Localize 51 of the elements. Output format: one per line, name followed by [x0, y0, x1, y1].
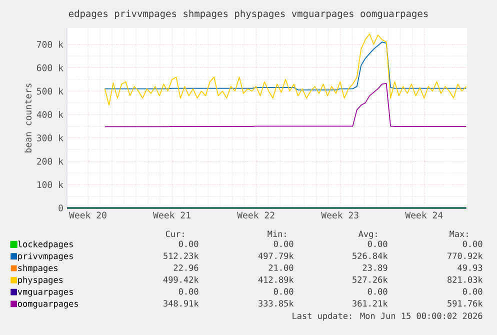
text: 49.93	[458, 264, 482, 271]
text: 770.92k	[448, 252, 483, 260]
x-tick-label: Week 22	[237, 212, 274, 218]
text: 0.00	[178, 288, 198, 295]
text: 22.96	[174, 264, 198, 271]
text: 526.84k	[352, 252, 388, 260]
legend-label: lockedpages	[18, 240, 73, 250]
line-series	[104, 33, 467, 106]
text: Cur:	[166, 230, 184, 238]
y-tick-label: 0	[58, 204, 63, 212]
text: Min:	[268, 230, 286, 237]
text: 361.21k	[352, 300, 388, 307]
text: Avg:	[358, 230, 377, 239]
y-tick-label: 100 k	[37, 181, 64, 188]
x-tick-label: Week 20	[69, 212, 106, 218]
text: 0.00	[368, 288, 388, 295]
text: 821.03k	[448, 276, 483, 283]
text: 0.00	[368, 240, 388, 248]
x-tick-label: Week 23	[321, 212, 358, 218]
text: 499.42k	[163, 276, 199, 283]
text: 512.23k	[164, 252, 199, 260]
text: 0.00	[462, 240, 482, 248]
text: 497.79k	[258, 252, 294, 260]
y-tick-label: 700 k	[36, 40, 64, 48]
chart-title: edpages privvmpages shmpages physpages vmguarpages oomguarpages	[68, 10, 428, 20]
text: 23.89	[362, 264, 388, 271]
text: 0.00	[462, 288, 482, 295]
y-tick-label: 300 k	[36, 134, 64, 142]
text: 0.00	[178, 240, 198, 248]
legend-label: vmguarpages	[18, 290, 73, 297]
x-tick-label: Week 21	[153, 212, 190, 218]
text: 333.85k	[258, 300, 294, 307]
text: Max:	[450, 230, 468, 238]
text: 412.89k	[258, 276, 294, 283]
text: Last update: Mon Jun 15 00:00:02 2026	[292, 312, 482, 321]
y-axis-title: bean counters	[24, 84, 32, 152]
legend-label: privvmpages	[18, 252, 73, 261]
y-tick-label: 200 k	[37, 158, 64, 165]
legend-label: shmpages	[18, 264, 58, 273]
text: 348.91k	[164, 300, 199, 307]
text: 21.00	[268, 264, 294, 271]
text: 527.26k	[352, 276, 388, 283]
legend-label: physpages	[18, 276, 63, 285]
y-tick-label: 500 k	[37, 88, 64, 95]
text: 591.76k	[448, 300, 483, 307]
x-tick-label: Week 24	[405, 212, 443, 218]
y-tick-label: 400 k	[36, 111, 64, 118]
text: 0.00	[274, 240, 294, 248]
text: 0.00	[274, 288, 294, 295]
y-tick-label: 600 k	[36, 64, 64, 72]
legend-label: oomguarpages	[18, 302, 78, 309]
